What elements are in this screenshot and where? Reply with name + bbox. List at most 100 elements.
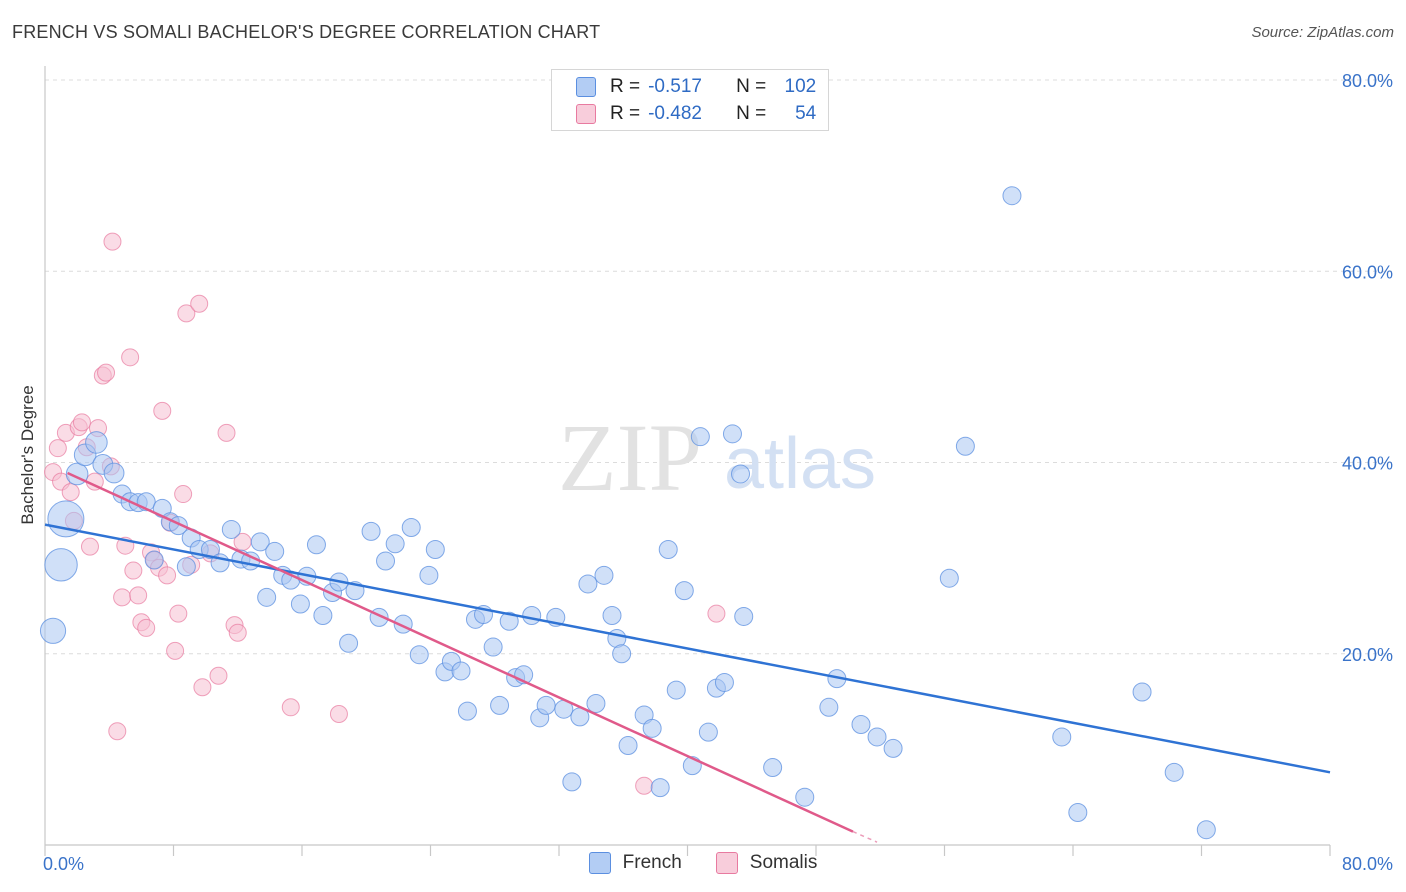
french-point (457, 701, 477, 721)
french-point (290, 594, 310, 614)
somalis-point (80, 537, 99, 556)
somalis-point (48, 439, 67, 458)
french-point (562, 772, 582, 792)
somalis-point (158, 566, 177, 585)
french-point (221, 519, 241, 539)
french-point (795, 787, 815, 807)
axes (44, 66, 1331, 856)
somalis-point (177, 304, 196, 323)
somalis-point (193, 678, 212, 697)
somalis-trendline (66, 471, 854, 833)
french-legend-label: French (622, 852, 682, 873)
french-point (658, 540, 678, 560)
somalis-point (707, 604, 726, 623)
french-r-label: R = (610, 76, 641, 97)
french-point (955, 436, 975, 456)
somalis-r-value: -0.482 (648, 103, 702, 124)
y-tick-label: 20.0% (1342, 645, 1393, 665)
french-n-value: 102 (784, 76, 817, 97)
french-point (1196, 820, 1216, 840)
tick-labels: 20.0% 40.0% 60.0% 80.0% 0.0% 80.0% (43, 71, 1393, 874)
watermark: ZIP atlas (558, 404, 876, 511)
french-point (490, 695, 510, 715)
somalis-point (166, 641, 185, 660)
french-point (103, 462, 125, 484)
french-r-value: -0.517 (648, 76, 702, 97)
french-points (39, 186, 1216, 840)
french-point (650, 778, 670, 798)
french-point (731, 464, 751, 484)
somalis-point (129, 586, 148, 605)
french-point (666, 680, 686, 700)
french-n-label: N = (736, 76, 767, 97)
french-point (714, 672, 734, 692)
french-point (586, 693, 606, 713)
french-point (257, 587, 277, 607)
somalis-point (97, 363, 116, 382)
french-point (361, 521, 381, 541)
french-point (250, 532, 270, 552)
somalis-point (72, 413, 91, 432)
somalis-point (137, 618, 156, 637)
french-point (176, 557, 196, 577)
french-point (306, 535, 326, 555)
french-swatch (576, 77, 596, 97)
somalis-trendline-extension (852, 830, 878, 843)
somalis-point (635, 776, 654, 795)
legend-item-somalis[interactable]: Somalis (715, 852, 818, 874)
french-point (425, 540, 445, 560)
french-point (39, 617, 67, 644)
french-point (483, 637, 503, 657)
y-tick-label: 80.0% (1342, 71, 1393, 91)
french-point (313, 606, 333, 625)
french-point (674, 581, 694, 601)
x-tick-label-min: 0.0% (43, 854, 84, 874)
somalis-point (209, 666, 228, 685)
somalis-swatch (576, 104, 596, 124)
french-point (819, 697, 839, 717)
somalis-point (113, 588, 132, 607)
somalis-point (190, 294, 209, 313)
legend-row-french: R = -0.517 N = 102 (576, 74, 816, 100)
french-point (401, 518, 421, 538)
somalis-point (61, 483, 80, 502)
french-point (612, 644, 632, 664)
source-label: Source: ZipAtlas.com (1251, 24, 1394, 41)
somalis-legend-label: Somalis (749, 852, 818, 873)
x-tick-label-max: 80.0% (1342, 854, 1393, 874)
french-point (594, 565, 614, 585)
somalis-point (217, 423, 236, 442)
french-point (722, 424, 742, 444)
french-point (690, 427, 710, 447)
watermark-zip: ZIP (558, 404, 702, 511)
french-point (698, 722, 718, 742)
french-point (883, 738, 903, 758)
french-point (265, 541, 285, 561)
somalis-n-value: 54 (795, 103, 817, 124)
somalis-point (329, 704, 348, 723)
series-legend: French Somalis (0, 852, 1406, 874)
trendlines (44, 471, 1331, 843)
somalis-legend-swatch (715, 852, 738, 874)
french-point (385, 534, 405, 554)
french-point (1068, 802, 1088, 822)
somalis-point (121, 348, 140, 367)
somalis-r-label: R = (610, 103, 641, 124)
french-point (144, 550, 164, 570)
y-tick-label: 40.0% (1342, 454, 1393, 474)
french-point (339, 633, 359, 653)
french-point (867, 727, 887, 747)
french-point (44, 548, 78, 582)
french-point (1132, 682, 1152, 702)
legend-item-french[interactable]: French (588, 852, 682, 874)
somalis-point (174, 485, 193, 504)
somalis-points (44, 232, 726, 795)
french-point (85, 431, 108, 454)
french-point (419, 565, 439, 585)
french-point (734, 606, 754, 626)
french-point (409, 645, 429, 665)
french-point (578, 574, 598, 594)
french-point (618, 736, 638, 756)
somalis-n-label: N = (736, 103, 767, 124)
somalis-point (153, 401, 172, 420)
